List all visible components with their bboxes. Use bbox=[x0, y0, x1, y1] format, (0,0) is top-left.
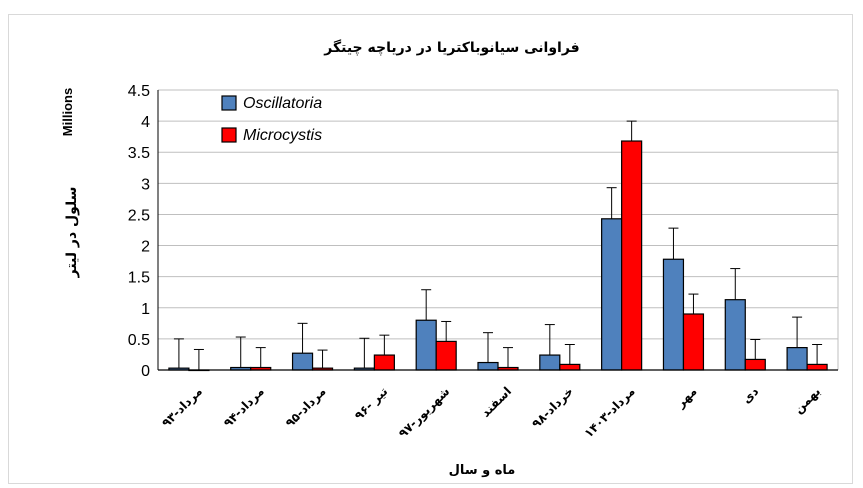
x-tick-label: دی bbox=[739, 384, 761, 406]
plot-area: 0 0.5 1 1.5 2 2.5 3 3.5 4 4.5 مرداد-۹۳ مرداد-۹۴ مردا… bbox=[128, 83, 839, 441]
y-tick-label: 0.5 bbox=[128, 332, 150, 349]
legend-label-oscillatoria: Oscillatoria bbox=[243, 95, 322, 112]
bar-microcystis bbox=[744, 358, 766, 371]
legend-swatch-microcystis bbox=[221, 127, 237, 143]
bar-microcystis bbox=[435, 340, 457, 371]
y-tick-label: 3.5 bbox=[128, 145, 150, 162]
bar-microcystis bbox=[373, 354, 395, 371]
y-axis-title: سلول در لیتر bbox=[64, 187, 80, 279]
bar-oscillatoria bbox=[415, 319, 437, 371]
bar-oscillatoria bbox=[786, 347, 808, 371]
y-tick-label: 2 bbox=[141, 239, 150, 256]
chart-title: فراوانی سیانوباکتریا در دریاچه چیتگر bbox=[323, 39, 579, 56]
y-tick-label: 4 bbox=[141, 114, 150, 131]
bar-microcystis bbox=[806, 363, 828, 371]
x-tick-label: مرداد-۱۴۰۳ bbox=[581, 384, 637, 440]
bar-microcystis bbox=[559, 363, 581, 371]
x-tick-label: مرداد-۹۵ bbox=[283, 384, 329, 430]
y-tick-label: 2.5 bbox=[128, 207, 150, 224]
y-tick-label: 4.5 bbox=[128, 83, 150, 100]
y-tick-label: 1.5 bbox=[128, 270, 150, 287]
bar-oscillatoria bbox=[724, 299, 746, 371]
chart-frame bbox=[8, 14, 853, 484]
x-axis-title: ماه و سال bbox=[449, 463, 516, 478]
bar-oscillatoria bbox=[477, 361, 499, 371]
y-tick-label: 3 bbox=[141, 176, 150, 193]
y-tick-label: 1 bbox=[141, 301, 150, 318]
x-tick-label: مرداد-۹۳ bbox=[159, 384, 205, 430]
y-tick-label: 0 bbox=[141, 363, 150, 380]
legend-swatch-oscillatoria bbox=[221, 95, 237, 111]
bar-oscillatoria bbox=[662, 258, 685, 371]
bar-oscillatoria bbox=[601, 218, 623, 371]
x-tick-label: اسفند bbox=[478, 384, 514, 420]
x-tick-label: خرداد-۹۸ bbox=[529, 384, 576, 431]
bar-oscillatoria bbox=[539, 354, 561, 371]
x-tick-label: تیر -۹۶ bbox=[352, 384, 391, 423]
legend-label-microcystis: Microcystis bbox=[243, 127, 322, 144]
x-tick-label: بهمن bbox=[791, 384, 823, 416]
bar-microcystis bbox=[621, 140, 643, 371]
x-tick-label: مهر bbox=[673, 384, 700, 411]
bar-microcystis bbox=[682, 313, 705, 371]
x-tick-label: شهریور-۹۷ bbox=[396, 384, 453, 441]
x-tick-label: مرداد-۹۴ bbox=[221, 384, 267, 430]
bar-oscillatoria bbox=[291, 352, 314, 371]
y-multiplier-label: Millions bbox=[60, 88, 75, 136]
